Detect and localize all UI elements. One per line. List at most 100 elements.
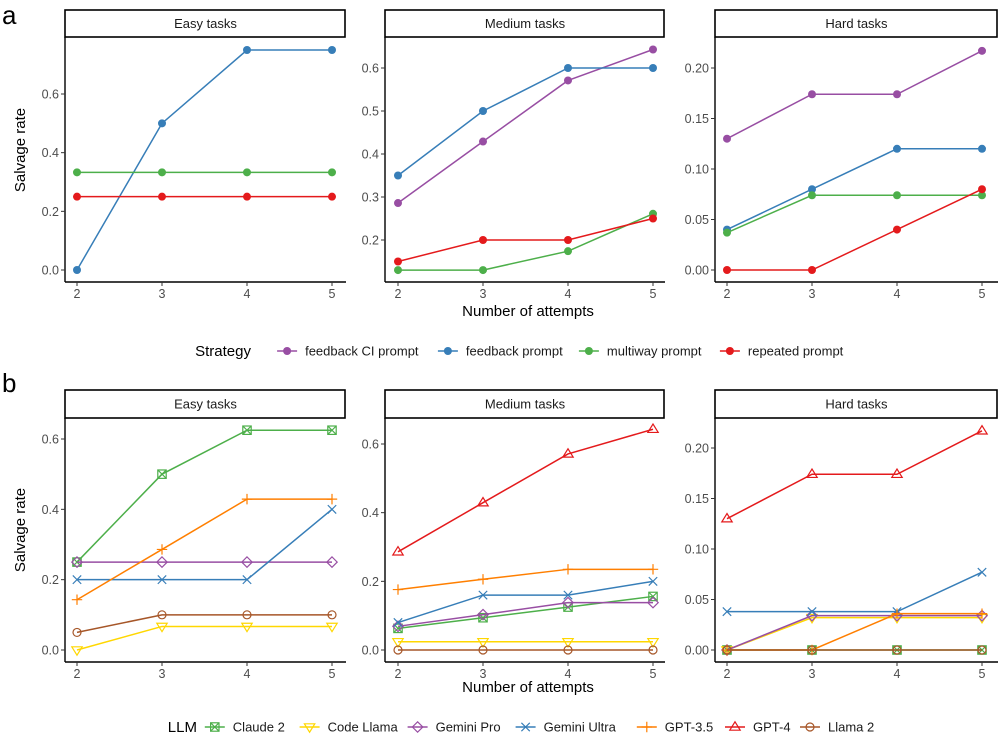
series-gemini-pro — [70, 556, 339, 569]
marker-cross — [210, 722, 220, 732]
data-point — [977, 645, 987, 655]
data-point — [808, 90, 816, 99]
marker-cross — [327, 425, 337, 435]
series-line — [397, 48, 654, 204]
legend-label: multiway prompt — [607, 344, 702, 359]
marker-square — [157, 469, 167, 479]
facet-strip — [714, 389, 998, 419]
data-point — [563, 645, 573, 655]
data-point — [328, 192, 336, 201]
series-line — [76, 429, 332, 563]
panel-b-letter: b — [2, 368, 16, 398]
legend-key-marker — [584, 347, 593, 355]
y-tick-label: 0.10 — [685, 163, 709, 177]
legend-item-gemini-ultra: Gemini Ultra — [515, 720, 617, 735]
series-gpt-4 — [391, 422, 660, 556]
data-point — [156, 544, 168, 555]
legend-item-repeated-prompt: repeated prompt — [719, 344, 844, 359]
data-point — [978, 144, 986, 153]
x-tick-label: 5 — [329, 287, 336, 301]
y-tick-label: 0.20 — [685, 62, 709, 76]
x-tick-label: 4 — [244, 287, 251, 301]
series-claude-2 — [393, 591, 658, 634]
y-tick-label: 0.20 — [685, 442, 709, 456]
facet-strip — [64, 9, 346, 38]
legend-label: feedback prompt — [466, 344, 563, 359]
data-point — [155, 622, 169, 633]
facet-strip-label: Hard tasks — [825, 397, 888, 412]
series-multiway-prompt — [73, 168, 336, 177]
panel-a: Easy tasks 0.0 0.2 0.4 0.6 2 3 4 5 Medium tasks 0.… — [42, 9, 998, 360]
data-point — [649, 45, 657, 54]
facet-strip-label: Hard tasks — [825, 16, 888, 31]
data-point — [805, 609, 819, 622]
legend-label: repeated prompt — [748, 344, 844, 359]
data-point — [648, 591, 658, 602]
series-line — [397, 428, 654, 553]
marker-square — [327, 425, 337, 436]
data-point — [722, 606, 732, 617]
x-tick-label: 3 — [480, 667, 487, 681]
data-point — [241, 493, 253, 505]
data-point — [243, 192, 251, 201]
data-point — [978, 185, 986, 194]
facet-strip — [64, 389, 346, 419]
data-point — [479, 236, 487, 244]
series-feedback-prompt — [73, 46, 336, 274]
data-point — [723, 266, 731, 274]
data-point — [720, 512, 734, 523]
data-point — [890, 467, 904, 479]
data-point — [72, 627, 82, 638]
series-line — [397, 580, 654, 624]
y-tick-label: 0.05 — [685, 593, 709, 607]
series-line — [726, 194, 982, 234]
series-line — [726, 50, 983, 140]
x-tick-label: 4 — [894, 667, 901, 681]
x-tick-label: 4 — [565, 667, 572, 681]
data-point — [807, 606, 817, 617]
data-point — [561, 637, 575, 649]
x-tick-label: 3 — [809, 287, 816, 301]
data-point — [646, 596, 660, 609]
series-llama-2 — [393, 645, 658, 655]
data-point — [723, 134, 731, 143]
data-point — [722, 645, 732, 655]
data-point — [477, 574, 489, 585]
data-point — [240, 622, 254, 633]
y-tick-label: 0.2 — [362, 234, 379, 248]
series-line — [76, 498, 332, 601]
series-line — [397, 217, 654, 263]
series-line — [726, 430, 983, 520]
y-tick-label: 0.0 — [42, 644, 59, 658]
facet-strip-label: Easy tasks — [174, 16, 237, 31]
series-gemini-pro — [391, 596, 660, 633]
data-point — [648, 576, 658, 586]
x-tick-label: 2 — [724, 287, 731, 301]
series-llama-2 — [722, 645, 987, 655]
facet-a-hard-tasks: Hard tasks 0.00 0.05 0.10 0.15 0.20 2 3 4 5 — [685, 9, 998, 301]
legend-key-marker — [520, 722, 531, 732]
legend-item-llama-2: Llama 2 — [800, 720, 874, 735]
series-line — [77, 508, 333, 581]
data-point — [891, 608, 903, 619]
series-gpt-3-5 — [392, 564, 659, 595]
facet-strip — [714, 9, 998, 38]
data-point — [158, 119, 166, 128]
data-point — [328, 46, 336, 54]
marker-square — [210, 722, 220, 732]
series-multiway-prompt — [723, 191, 986, 237]
marker-square — [648, 591, 658, 602]
facet-a-easy-tasks: Easy tasks 0.0 0.2 0.4 0.6 2 3 4 5 — [42, 9, 346, 301]
x-tick-label: 2 — [395, 287, 402, 301]
y-tick-label: 0.3 — [362, 191, 379, 205]
legend-item-gemini-pro: Gemini Pro — [407, 720, 501, 735]
series-line — [397, 595, 654, 630]
legend-key-marker — [641, 721, 652, 733]
data-point — [975, 424, 989, 435]
data-point — [70, 646, 84, 657]
x-axis-title-b: Number of attempts — [462, 679, 594, 696]
series-code-llama — [391, 637, 660, 649]
x-tick-label: 3 — [809, 667, 816, 681]
series-line — [727, 571, 983, 613]
